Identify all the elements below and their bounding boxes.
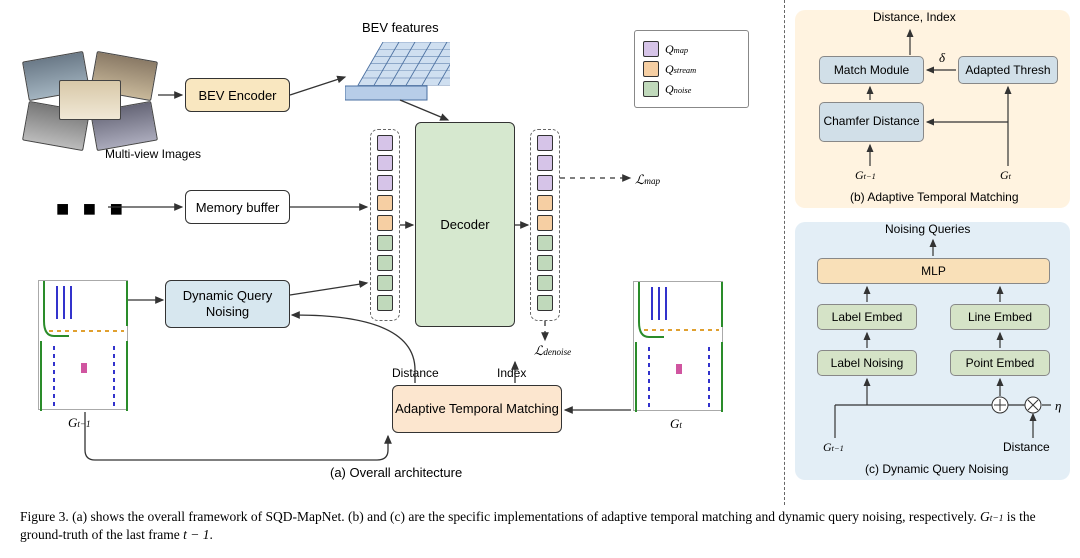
panel-c-label: (c) Dynamic Query Noising	[865, 462, 1008, 476]
distance-label-c: Distance	[1003, 440, 1050, 454]
atm-box: Adaptive Temporal Matching	[392, 385, 562, 433]
distance-label: Distance	[392, 366, 439, 380]
legend-box: Qmap Qstream Qnoise	[634, 30, 749, 108]
gt-prev-label: Gt−1	[68, 415, 91, 431]
multiview-collage	[25, 56, 155, 146]
chamfer-box: Chamfer Distance	[819, 102, 924, 142]
panel-c-out-label: Noising Queries	[885, 222, 970, 236]
bev-features-grid	[345, 42, 450, 119]
memory-buffer-box: Memory buffer	[185, 190, 290, 224]
panel-c-dqn: Noising Queries MLP Label Embed Line Emb…	[795, 222, 1070, 480]
right-panels: Distance, Index Match Module Adapted Thr…	[785, 0, 1080, 505]
figure-main: Multi-view Images ■ ■ ■ .left-panel div[…	[0, 0, 1080, 505]
bev-features-label: BEV features	[362, 20, 439, 35]
panel-b-out-label: Distance, Index	[873, 10, 956, 24]
match-module-box: Match Module	[819, 56, 924, 84]
panel-a-label: (a) Overall architecture	[330, 465, 462, 480]
point-embed-box: Point Embed	[950, 350, 1050, 376]
dyn-noising-box: Dynamic Query Noising	[165, 280, 290, 328]
panel-b-gtm1: Gt−1	[855, 168, 876, 183]
adapted-thresh-box: Adapted Thresh	[958, 56, 1058, 84]
mlp-box: MLP	[817, 258, 1050, 284]
panel-b-gt: Gt	[1000, 168, 1011, 183]
legend-qnoise: Qnoise	[643, 81, 740, 97]
panel-c-gtm1: Gt−1	[823, 440, 844, 455]
panel-a-overall: Multi-view Images ■ ■ ■ .left-panel div[…	[0, 0, 785, 505]
panel-b-atm: Distance, Index Match Module Adapted Thr…	[795, 10, 1070, 208]
loss-denoise-label: ℒdenoise	[534, 343, 571, 359]
figure-caption: Figure 3. (a) shows the overall framewor…	[20, 508, 1060, 544]
panel-b-label: (b) Adaptive Temporal Matching	[850, 190, 1019, 204]
bev-encoder-box: BEV Encoder	[185, 78, 290, 112]
index-label: Index	[497, 366, 526, 380]
multiview-label: Multi-view Images	[105, 147, 201, 161]
loss-map-label: ℒmap	[635, 172, 660, 188]
queries-in	[370, 129, 400, 321]
gt-curr-label: Gt	[670, 416, 682, 432]
queries-out	[530, 129, 560, 321]
legend-qstream: Qstream	[643, 61, 740, 77]
label-embed-box: Label Embed	[817, 304, 917, 330]
ellipsis-icon: ■ ■ ■	[56, 196, 127, 222]
label-noising-box: Label Noising	[817, 350, 917, 376]
delta-label: δ	[939, 50, 945, 66]
decoder-box: Decoder	[415, 122, 515, 327]
legend-qmap: Qmap	[643, 41, 740, 57]
eta-label: η	[1055, 398, 1061, 414]
gt-curr-thumb	[633, 281, 723, 411]
gt-prev-thumb	[38, 280, 128, 410]
line-embed-box: Line Embed	[950, 304, 1050, 330]
